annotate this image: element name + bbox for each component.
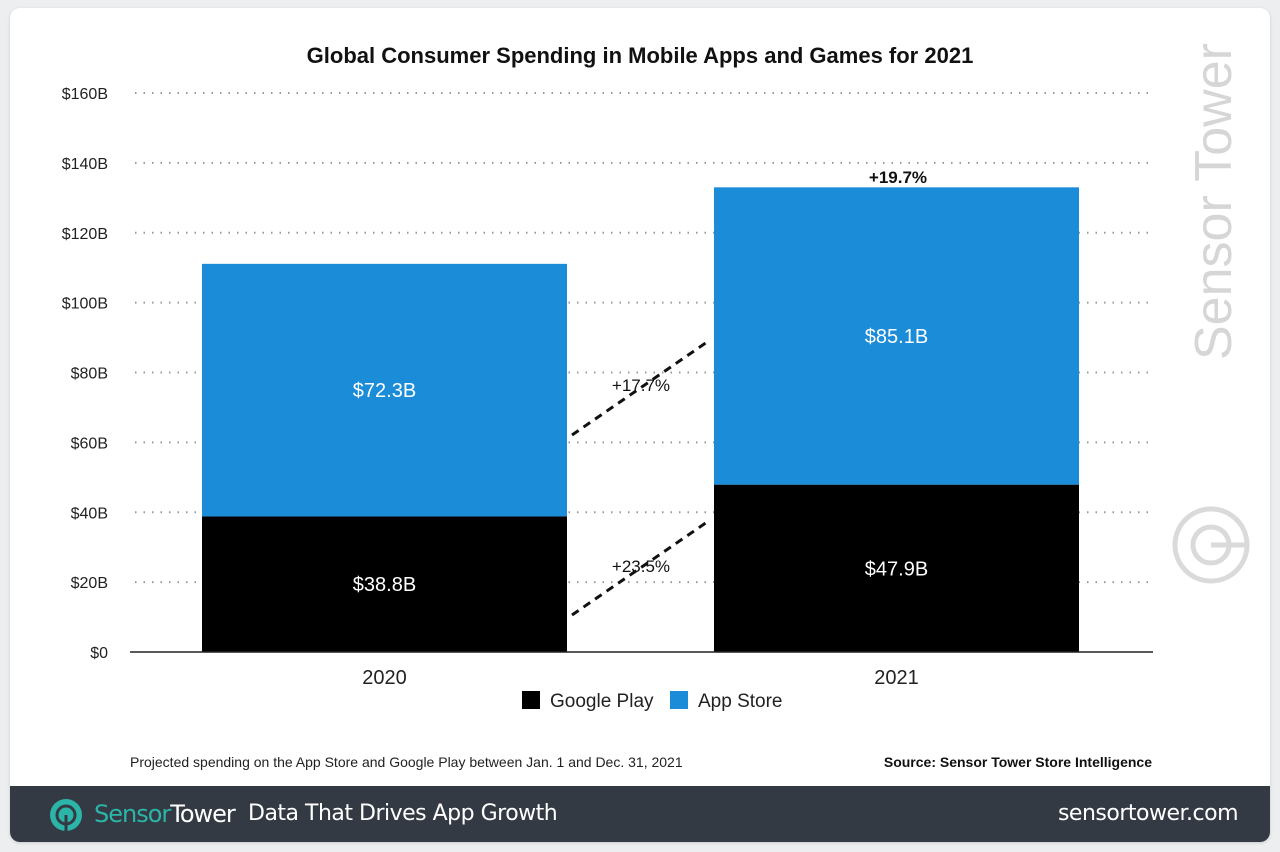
y-tick-label: $0 xyxy=(90,645,108,662)
y-tick-label: $140B xyxy=(62,156,108,173)
website-link[interactable]: sensortower.com xyxy=(1057,801,1239,826)
brand-sensor: Sensor xyxy=(94,800,171,828)
bar-value-label: $72.3B xyxy=(353,380,416,402)
y-tick-label: $120B xyxy=(62,226,108,243)
chart-title: Global Consumer Spending in Mobile Apps … xyxy=(307,43,974,68)
watermark-logo-icon xyxy=(1172,506,1250,584)
brand-name: SensorTower xyxy=(94,800,236,828)
x-tick-label: 2021 xyxy=(874,667,919,689)
watermark-text: Sensor Tower xyxy=(1185,43,1243,360)
footer-banner: SensorTower Data That Drives App Growth … xyxy=(10,786,1270,842)
sensor-tower-logo-icon xyxy=(50,799,82,832)
tagline: Data That Drives App Growth xyxy=(248,801,558,826)
source-note: Source: Sensor Tower Store Intelligence xyxy=(884,754,1152,770)
y-tick-label: $100B xyxy=(62,296,108,313)
bar-app-store-2021 xyxy=(714,187,1079,485)
y-tick-label: $160B xyxy=(62,86,108,103)
bar-value-label: $47.9B xyxy=(865,558,928,580)
legend-label: Google Play xyxy=(550,691,654,712)
y-tick-label: $40B xyxy=(71,505,108,522)
bar-value-label: $38.8B xyxy=(353,574,416,596)
y-tick-label: $60B xyxy=(71,435,108,452)
legend-swatch-app-store xyxy=(670,691,688,709)
stacked-bar-chart: Global Consumer Spending in Mobile Apps … xyxy=(62,43,1250,770)
watermark: Sensor Tower xyxy=(1185,43,1243,360)
legend-label: App Store xyxy=(698,691,783,712)
chart-card: Global Consumer Spending in Mobile Apps … xyxy=(10,8,1270,842)
y-tick-label: $20B xyxy=(71,575,108,592)
bar-google-play-2021 xyxy=(714,484,1079,652)
brand-tower: Tower xyxy=(170,800,236,828)
bar-value-label: $85.1B xyxy=(865,326,928,348)
y-tick-label: $80B xyxy=(71,366,108,383)
total-growth-label: +19.7% xyxy=(869,168,927,187)
bar-google-play-2020 xyxy=(202,516,567,652)
legend-swatch-google-play xyxy=(522,691,540,709)
bar-app-store-2020 xyxy=(202,263,567,517)
app-store-growth-label: +17.7% xyxy=(612,376,670,395)
footnote: Projected spending on the App Store and … xyxy=(130,754,683,770)
google-play-growth-label: +23.5% xyxy=(612,557,670,576)
x-tick-label: 2020 xyxy=(362,667,407,689)
